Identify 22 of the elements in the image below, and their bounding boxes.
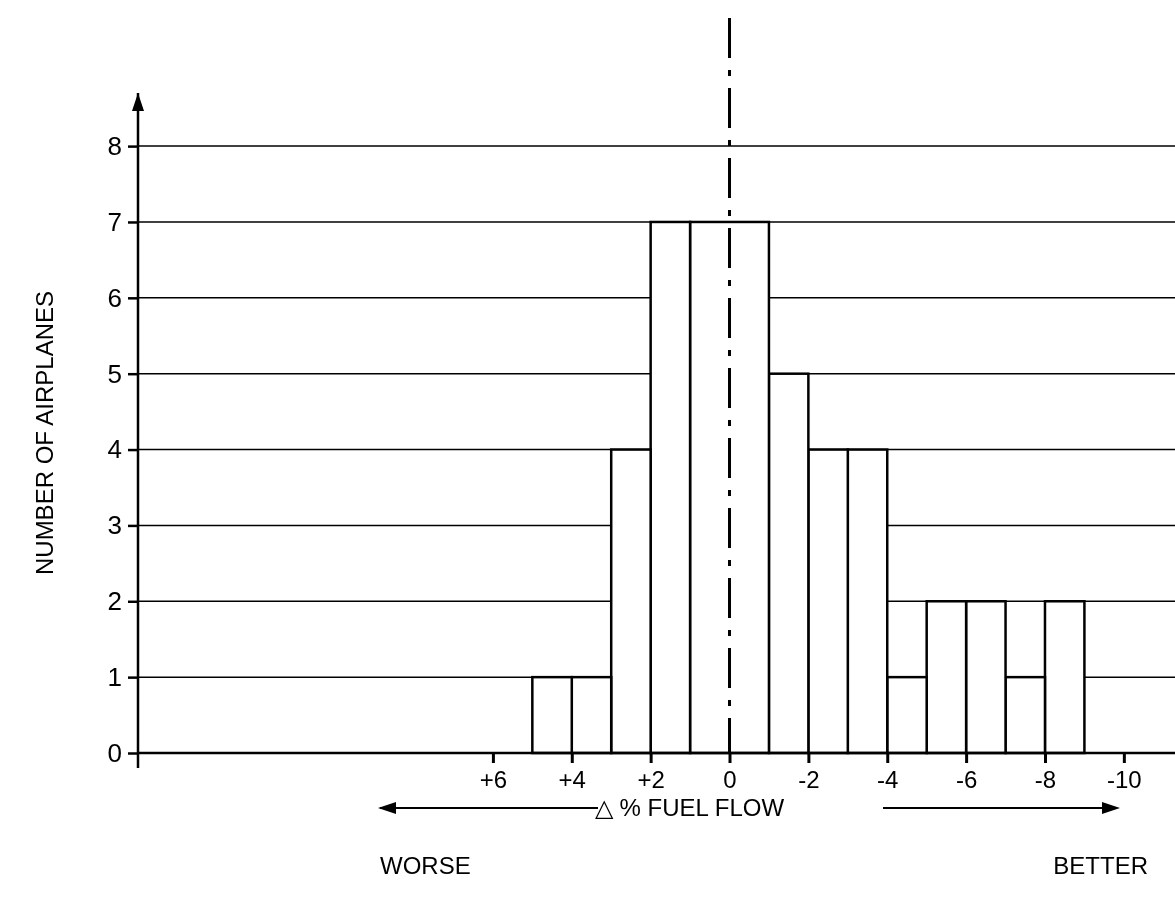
y-tick-label: 3 [107, 510, 122, 541]
text: BETTER [1053, 852, 1148, 880]
x-tick-label: +4 [558, 766, 586, 794]
y-tick-label: 2 [107, 586, 122, 617]
x-tick-label: +6 [479, 766, 508, 794]
x-tick-label: 0 [723, 766, 737, 794]
y-tick-label: 8 [107, 130, 122, 161]
x-tick-label: -8 [1034, 766, 1057, 794]
x-tick-label: -4 [877, 766, 899, 794]
y-tick-label: 1 [107, 661, 122, 692]
y-tick-label: 6 [107, 282, 122, 313]
y-tick-label: 7 [107, 206, 122, 237]
y-tick-label: 0 [107, 737, 122, 768]
x-axis-title: △ % FUEL FLOW [594, 794, 785, 822]
x-tick-label: +2 [637, 766, 665, 794]
x-tick-label: -10 [1107, 766, 1142, 794]
y-tick-label: 5 [107, 358, 122, 389]
text: WORSE [380, 852, 471, 880]
x-tick-label: -6 [955, 766, 978, 794]
y-tick-label: 4 [107, 434, 122, 465]
y-axis-title: NUMBER OF AIRPLANES [31, 290, 58, 576]
x-tick-label: -2 [798, 766, 820, 794]
